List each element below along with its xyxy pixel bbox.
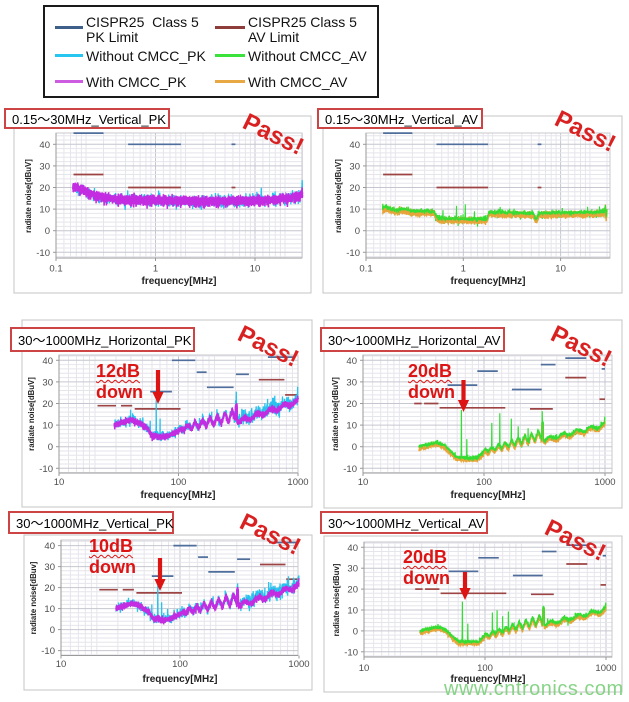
svg-text:radiate noise[dBuv]: radiate noise[dBuv] <box>29 561 38 634</box>
svg-text:40: 40 <box>44 541 55 552</box>
svg-text:30: 30 <box>42 377 53 388</box>
svg-text:1000: 1000 <box>595 663 616 674</box>
svg-text:frequency[MHz]: frequency[MHz] <box>141 276 216 287</box>
svg-text:radiate noise[dBuv]: radiate noise[dBuv] <box>332 563 341 636</box>
svg-text:frequency[MHz]: frequency[MHz] <box>450 490 525 501</box>
svg-text:40: 40 <box>349 140 360 151</box>
svg-text:0: 0 <box>352 442 357 453</box>
svg-text:0: 0 <box>50 625 55 636</box>
svg-text:40: 40 <box>42 356 53 367</box>
svg-text:20: 20 <box>346 399 357 410</box>
svg-text:20: 20 <box>44 583 55 594</box>
svg-text:-10: -10 <box>344 647 358 658</box>
svg-text:-10: -10 <box>343 464 357 475</box>
svg-text:20: 20 <box>39 183 50 194</box>
svg-text:0: 0 <box>45 226 50 237</box>
svg-text:frequency[MHz]: frequency[MHz] <box>142 674 217 685</box>
svg-text:10: 10 <box>346 421 357 432</box>
svg-text:radiate noise[dBuV]: radiate noise[dBuV] <box>27 377 36 451</box>
svg-text:-10: -10 <box>346 248 360 259</box>
svg-text:100: 100 <box>477 663 493 674</box>
svg-text:10: 10 <box>44 604 55 615</box>
svg-text:10: 10 <box>358 477 369 488</box>
svg-text:10: 10 <box>347 606 358 617</box>
svg-text:100: 100 <box>172 659 188 670</box>
svg-text:0.1: 0.1 <box>359 264 372 275</box>
svg-text:1000: 1000 <box>288 659 309 670</box>
svg-text:20: 20 <box>349 183 360 194</box>
svg-text:frequency[MHz]: frequency[MHz] <box>450 674 525 685</box>
svg-text:frequency[MHz]: frequency[MHz] <box>450 276 525 287</box>
svg-text:30: 30 <box>44 562 55 573</box>
svg-text:40: 40 <box>39 140 50 151</box>
svg-text:100: 100 <box>171 477 187 488</box>
svg-text:1000: 1000 <box>594 477 615 488</box>
svg-text:10: 10 <box>54 477 65 488</box>
svg-text:frequency[MHz]: frequency[MHz] <box>140 490 215 501</box>
svg-text:10: 10 <box>250 264 261 275</box>
svg-text:-10: -10 <box>39 464 53 475</box>
svg-text:0: 0 <box>353 626 358 637</box>
svg-text:20: 20 <box>42 399 53 410</box>
svg-text:10: 10 <box>39 205 50 216</box>
svg-text:radiate noise[dBuV]: radiate noise[dBuV] <box>331 377 340 451</box>
svg-text:-10: -10 <box>41 646 55 657</box>
svg-text:30: 30 <box>346 377 357 388</box>
svg-text:0.1: 0.1 <box>49 264 62 275</box>
svg-text:30: 30 <box>347 564 358 575</box>
svg-text:1: 1 <box>461 264 466 275</box>
svg-text:100: 100 <box>476 477 492 488</box>
svg-text:0: 0 <box>48 442 53 453</box>
svg-text:radiate noise[dBuV]: radiate noise[dBuV] <box>24 159 33 233</box>
svg-text:10: 10 <box>555 264 566 275</box>
svg-text:1: 1 <box>153 264 158 275</box>
svg-text:10: 10 <box>56 659 67 670</box>
svg-text:-10: -10 <box>36 248 50 259</box>
svg-text:40: 40 <box>346 356 357 367</box>
svg-text:0: 0 <box>355 226 360 237</box>
svg-text:10: 10 <box>359 663 370 674</box>
svg-text:30: 30 <box>39 161 50 172</box>
svg-text:1000: 1000 <box>287 477 308 488</box>
svg-text:radiate noise[dBuV]: radiate noise[dBuV] <box>334 159 343 233</box>
svg-text:10: 10 <box>42 421 53 432</box>
svg-text:30: 30 <box>349 161 360 172</box>
svg-text:10: 10 <box>349 205 360 216</box>
svg-text:20: 20 <box>347 585 358 596</box>
svg-text:40: 40 <box>347 543 358 554</box>
